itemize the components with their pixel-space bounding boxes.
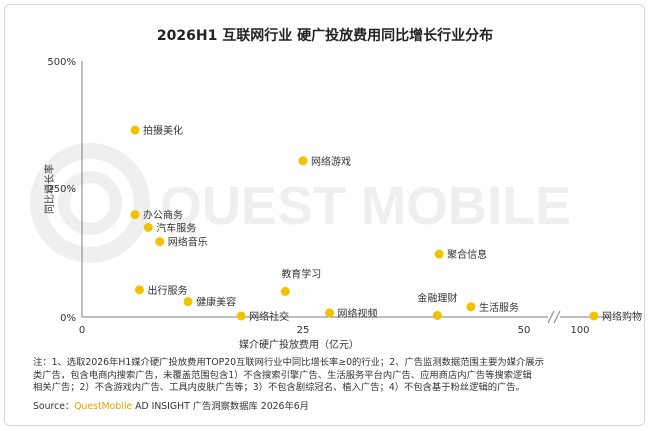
point-label: 拍摄美化 [143, 124, 183, 137]
watermark-ring [30, 143, 150, 263]
point-label: 汽车服务 [156, 221, 196, 234]
scatter-point [589, 311, 599, 321]
scatter-point [325, 308, 335, 318]
scatter-point [134, 285, 144, 295]
x-axis-break-mark [547, 310, 561, 324]
scatter-point [143, 222, 153, 232]
point-label: 办公商务 [143, 209, 183, 222]
point-label: 网络音乐 [168, 236, 208, 249]
point-label: 网络购物 [602, 310, 642, 323]
point-label: 生活服务 [479, 301, 519, 314]
watermark: QUEST MOBILE [30, 143, 571, 263]
x-tick-label: 25 [297, 325, 310, 336]
x-axis-title: 媒介硬广投放费用（亿元） [239, 338, 359, 351]
chart-title: 2026H1 互联网行业 硬广投放费用同比增长行业分布 [156, 28, 494, 44]
scatter-point [432, 310, 442, 320]
scatter-point [434, 249, 444, 259]
scatter-point [280, 286, 290, 296]
scatter-point [155, 237, 165, 247]
point-label: 网络视频 [338, 307, 378, 320]
scatter-point [183, 297, 193, 307]
x-tick-label: 50 [518, 325, 531, 336]
y-axis-title: 同比增长率 [43, 164, 56, 214]
footnote-line: 注：1、选取2026年H1媒介硬广投放费用TOP20互联网行业中同比增长率≥0的… [33, 357, 544, 368]
source-brand: QuestMobile [74, 401, 133, 412]
footnote-line: 相关广告；2）不含游戏内广告、工具内皮肤广告等；3）不包含剧综冠名、植入广告；4… [33, 382, 525, 393]
watermark-ring-inner [58, 171, 122, 235]
source-suffix: AD INSIGHT 广告洞察数据库 2026年6月 [132, 401, 309, 412]
source-prefix: Source： [33, 401, 75, 412]
scatter-point [130, 210, 140, 220]
watermark-text: QUEST MOBILE [160, 176, 571, 236]
scatter-point [236, 311, 246, 321]
scatter-point [130, 125, 140, 135]
source-line: Source：QuestMobile AD INSIGHT 广告洞察数据库 20… [33, 398, 309, 412]
y-tick-label: 250% [47, 184, 76, 195]
point-label: 网络游戏 [311, 155, 351, 168]
y-tick-label: 500% [47, 57, 76, 68]
point-label: 教育学习 [281, 267, 321, 280]
scatter-point [298, 156, 308, 166]
point-label: 金融理财 [417, 291, 457, 304]
chart-frame [4, 4, 645, 426]
x-tick-label: 100 [570, 325, 589, 336]
point-label: 网络社交 [249, 310, 289, 323]
scatter-point [466, 302, 476, 312]
point-label: 聚合信息 [447, 248, 487, 261]
point-label: 健康美容 [196, 296, 236, 309]
footnote-line: 类广告，包含电商内搜索广告，未覆盖范围包含1）不含搜索引擎广告、生活服务平台内广… [33, 369, 532, 381]
footnotes: 注：1、选取2026年H1媒介硬广投放费用TOP20互联网行业中同比增长率≥0的… [33, 357, 623, 395]
y-tick-label: 0% [60, 313, 76, 324]
point-label: 出行服务 [147, 284, 187, 297]
x-tick-label: 0 [79, 325, 85, 336]
